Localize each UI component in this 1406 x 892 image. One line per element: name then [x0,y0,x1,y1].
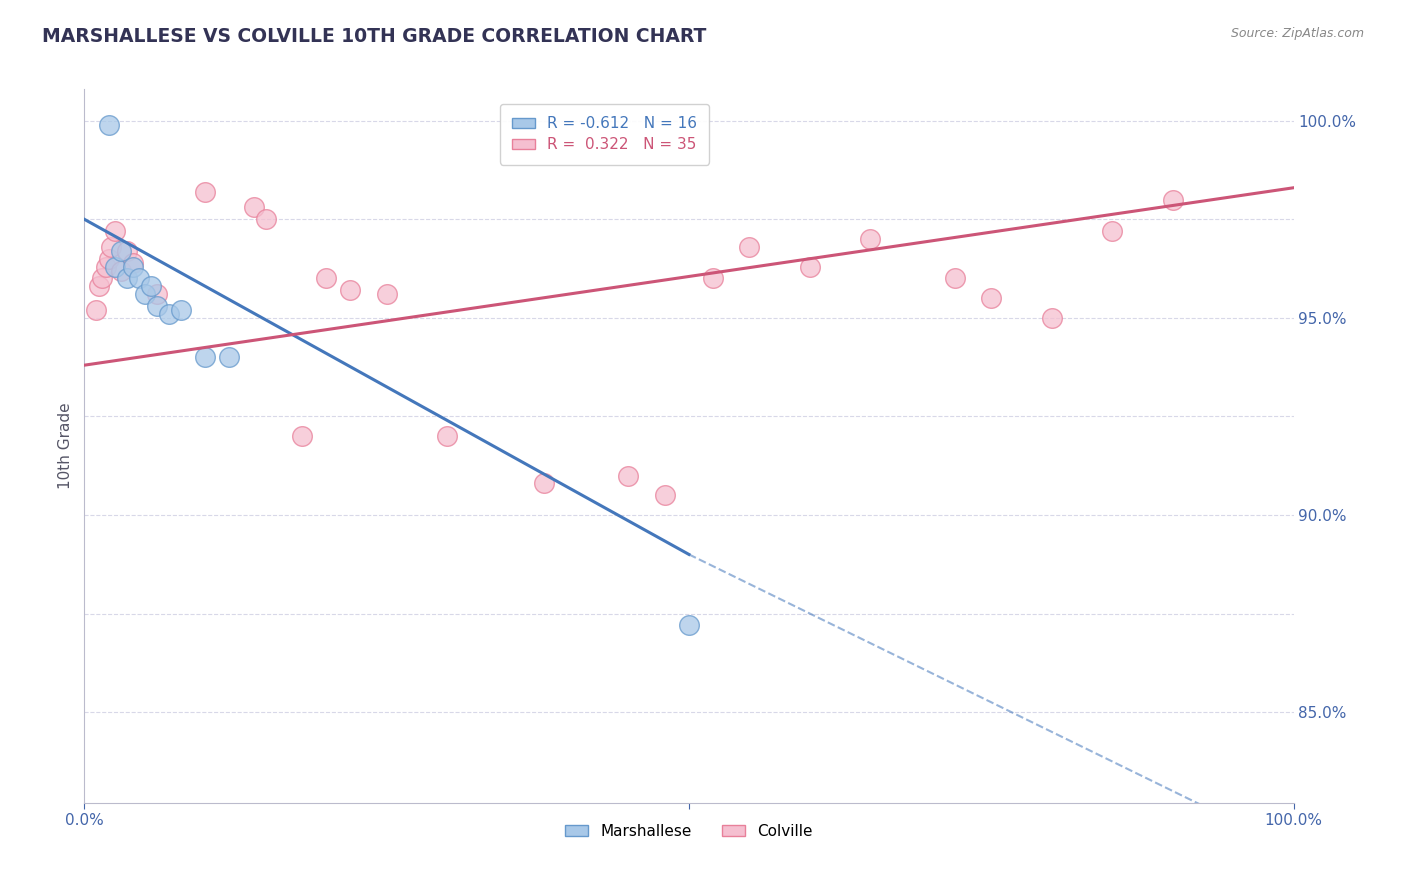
Point [104,224,127,238]
Point [533,476,555,491]
Point [86,303,108,318]
Point [436,429,458,443]
Point [146,299,169,313]
Point [146,287,169,301]
Point [980,291,1002,305]
Point [1161,193,1184,207]
Point [170,303,193,318]
Point [315,271,337,285]
Point [97,118,120,132]
Y-axis label: 10th Grade: 10th Grade [58,402,73,490]
Point [617,468,640,483]
Legend: Marshallese, Colville: Marshallese, Colville [560,818,818,845]
Point [139,279,162,293]
Point [121,255,143,269]
Point [1040,310,1063,325]
Point [110,244,132,258]
Point [678,618,700,632]
Text: Source: ZipAtlas.com: Source: ZipAtlas.com [1230,27,1364,40]
Point [115,271,138,285]
Point [738,240,761,254]
Point [799,260,821,274]
Point [218,351,240,365]
Point [1101,224,1123,238]
Point [291,429,314,443]
Point [87,279,110,293]
Point [194,351,217,365]
Point [859,232,882,246]
Point [702,271,724,285]
Point [654,488,676,502]
Point [943,271,966,285]
Point [194,185,217,199]
Point [110,263,132,277]
Point [115,244,138,258]
Point [91,271,114,285]
Point [97,252,120,266]
Point [94,260,117,274]
Point [104,260,127,274]
Point [339,283,361,297]
Point [121,260,143,274]
Point [128,271,150,285]
Point [157,307,180,321]
Point [100,240,122,254]
Point [134,287,156,301]
Point [375,287,398,301]
Point [254,212,277,227]
Point [242,201,264,215]
Text: MARSHALLESE VS COLVILLE 10TH GRADE CORRELATION CHART: MARSHALLESE VS COLVILLE 10TH GRADE CORRE… [42,27,707,45]
